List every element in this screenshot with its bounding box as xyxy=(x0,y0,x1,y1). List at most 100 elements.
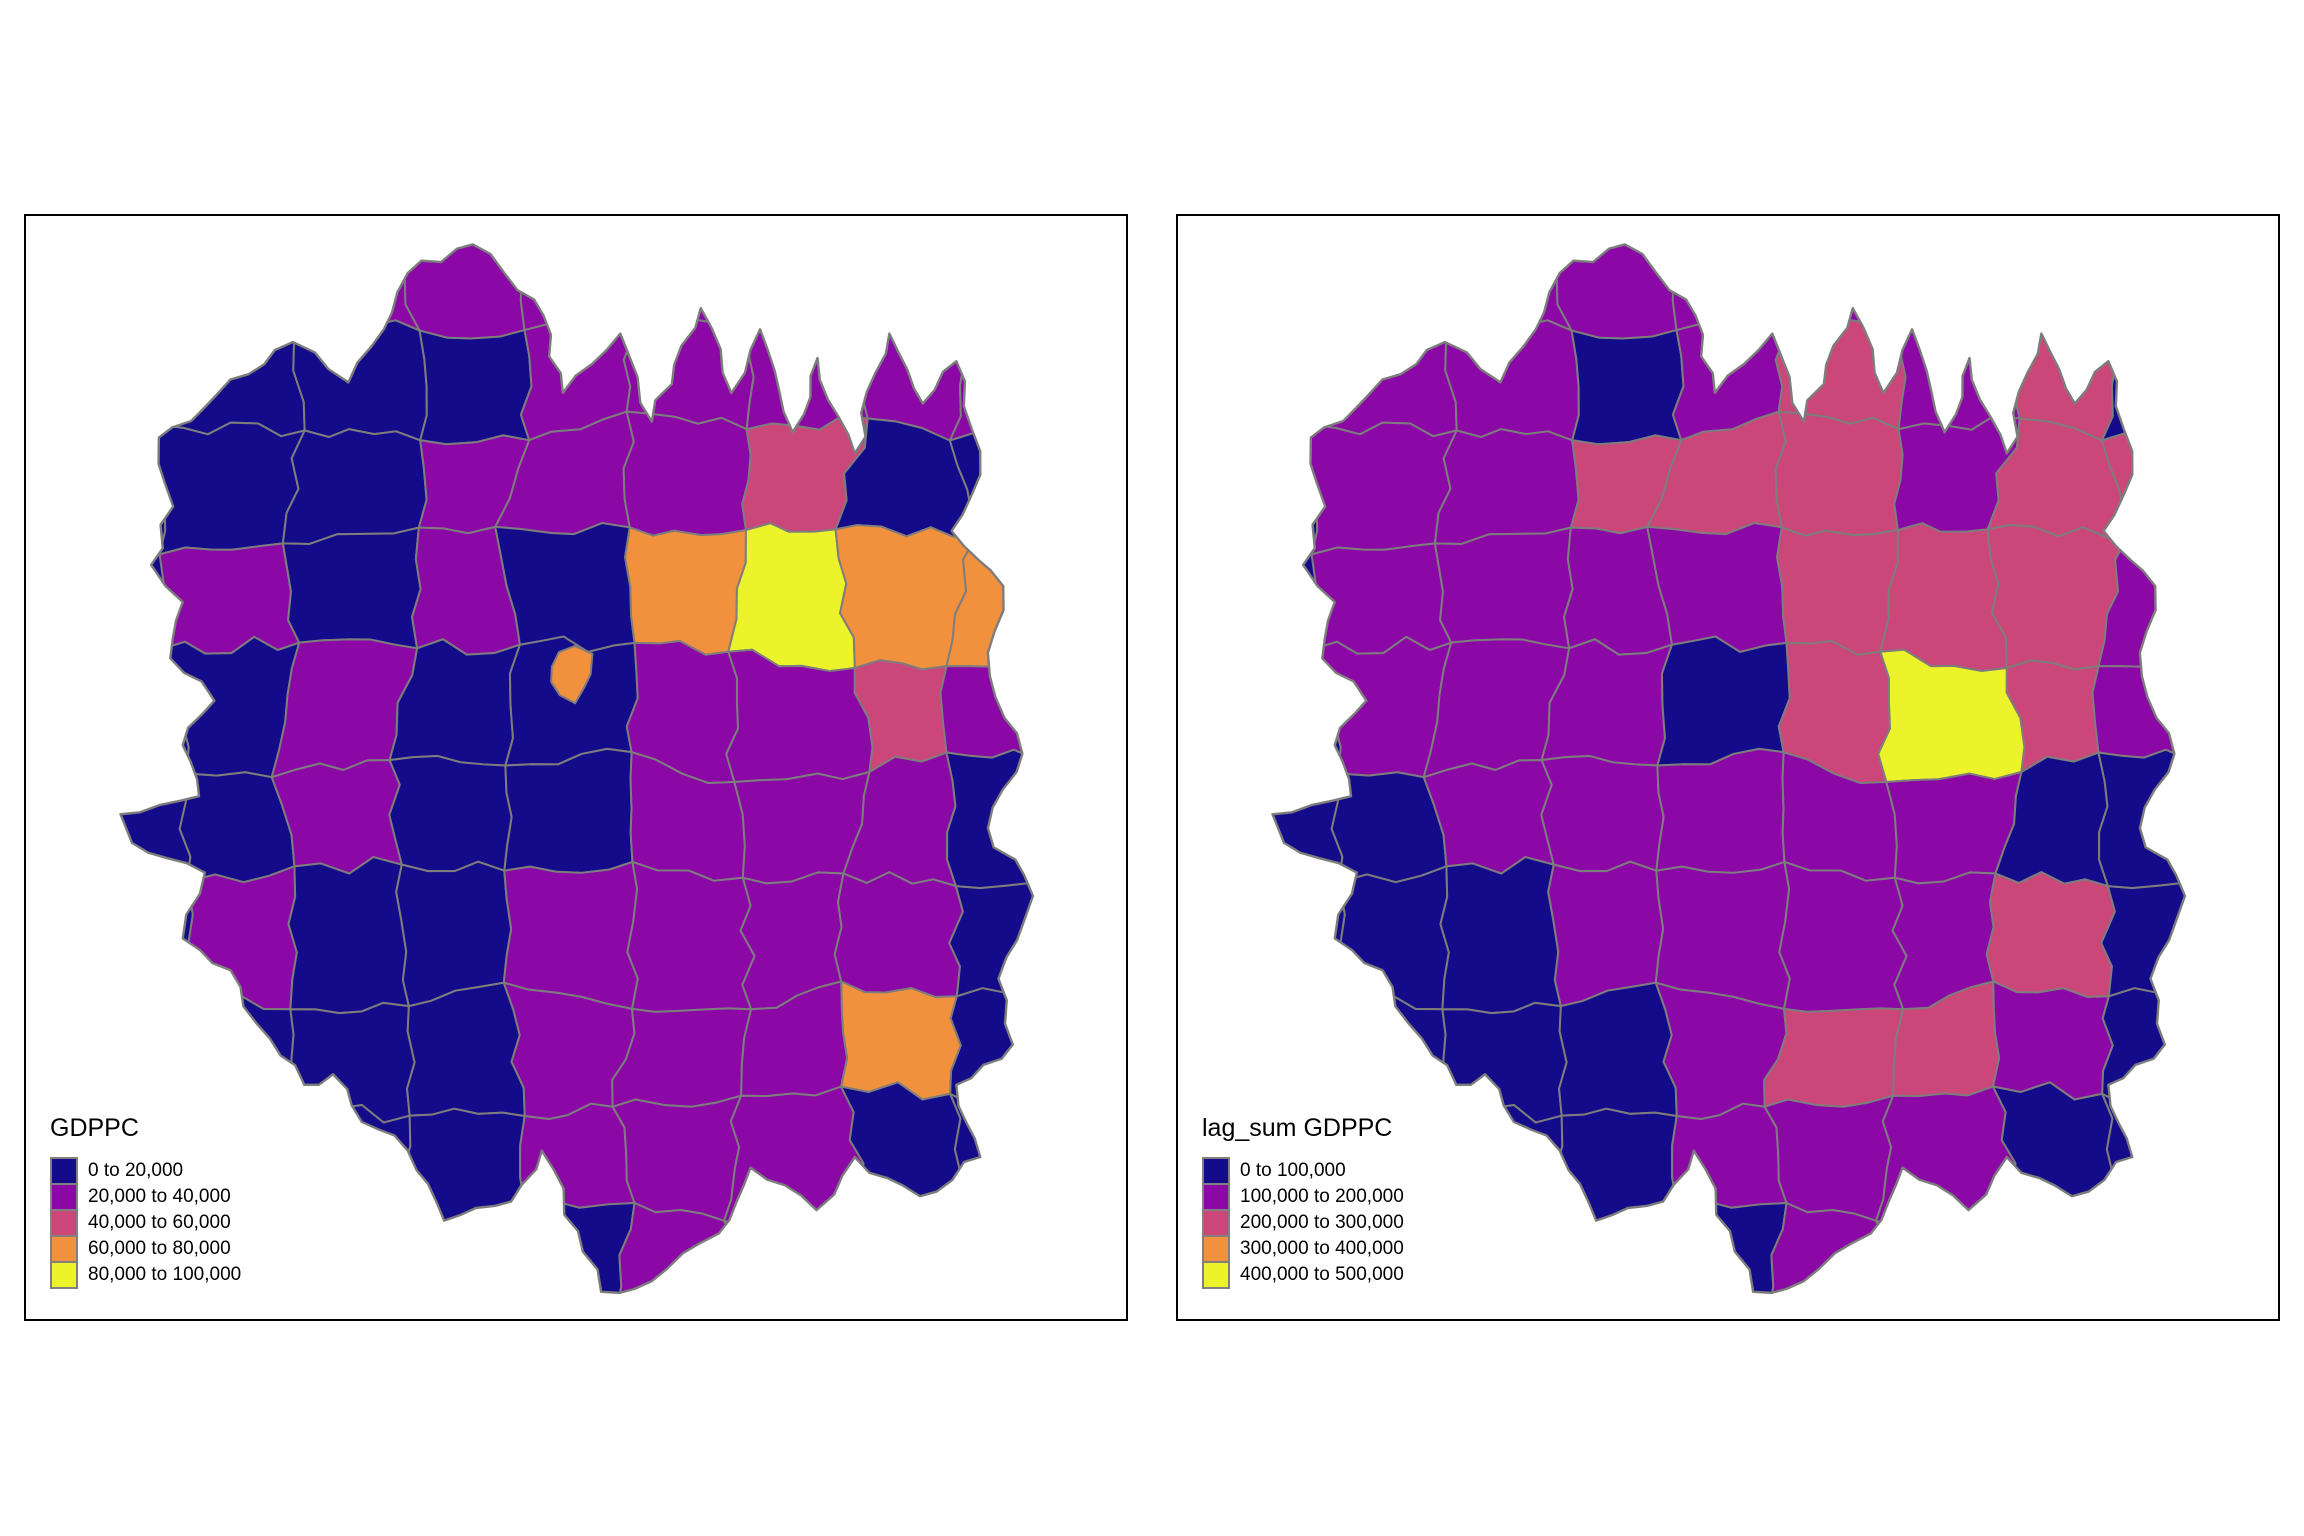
county-region xyxy=(1654,860,1791,1010)
county-region xyxy=(2019,1219,2128,1293)
legend-swatch-class2 xyxy=(50,1208,78,1237)
county-region xyxy=(624,526,747,656)
county-region xyxy=(948,880,1033,1000)
county-region xyxy=(840,980,962,1101)
county-region xyxy=(949,1092,1033,1234)
legend-swatch-class3 xyxy=(50,1234,78,1263)
county-region xyxy=(120,974,194,1112)
legend-swatch-class0 xyxy=(1202,1156,1230,1185)
county-region xyxy=(1776,244,1907,326)
county-region xyxy=(387,1207,527,1293)
county-region xyxy=(1440,244,1573,332)
county-region xyxy=(1306,421,1458,556)
county-region xyxy=(1879,522,2008,673)
county-region xyxy=(2101,1092,2185,1234)
county-region xyxy=(1272,244,1333,318)
province-outline xyxy=(1271,243,2187,1295)
legend-label: 400,000 to 500,000 xyxy=(1240,1264,1404,1286)
county-region xyxy=(281,428,428,546)
county-region xyxy=(503,747,634,874)
legend-label: 60,000 to 80,000 xyxy=(88,1238,231,1260)
county-region xyxy=(1776,526,1899,656)
county-region xyxy=(1337,865,1450,1011)
county-region xyxy=(2100,305,2185,442)
county-region xyxy=(288,244,421,332)
county-region xyxy=(1774,410,1904,537)
county-region xyxy=(120,244,181,318)
county-region xyxy=(287,856,410,1015)
county-region xyxy=(1988,244,2124,335)
county-region xyxy=(626,860,756,1013)
county-region xyxy=(1272,875,1346,989)
legend-item: 400,000 to 500,000 xyxy=(1202,1260,1404,1289)
legend-item: 60,000 to 80,000 xyxy=(50,1234,241,1263)
county-region xyxy=(1272,417,1319,556)
county-region xyxy=(1763,1007,1905,1108)
legend-label: 100,000 to 200,000 xyxy=(1240,1186,1404,1208)
legend-gdppc: GDPPC 0 to 20,000 20,000 to 40,000 40,00… xyxy=(50,1114,241,1289)
legend-swatch-class4 xyxy=(1202,1260,1230,1289)
county-region xyxy=(120,417,167,556)
legend-label: 20,000 to 40,000 xyxy=(88,1186,231,1208)
county-region xyxy=(1440,1103,1564,1233)
county-region xyxy=(1985,871,2116,998)
county-region xyxy=(185,865,298,1011)
county-region xyxy=(948,305,1033,442)
county-region xyxy=(948,417,1033,539)
county-region xyxy=(1897,314,2021,431)
map-panel-lag-sum-gdppc: lag_sum GDPPC 0 to 100,000 100,000 to 20… xyxy=(1176,214,2280,1321)
county-region xyxy=(1992,980,2114,1101)
county-region xyxy=(1447,1207,1553,1293)
county-region xyxy=(388,755,513,873)
county-region xyxy=(833,871,964,998)
county-region xyxy=(120,305,168,433)
county-region xyxy=(1881,244,2009,329)
county-region xyxy=(1440,310,1580,442)
county-region xyxy=(836,244,972,335)
legend-item: 40,000 to 60,000 xyxy=(50,1208,241,1237)
legend-items: 0 to 100,000 100,000 to 200,000 200,000 … xyxy=(1202,1156,1404,1289)
county-region xyxy=(406,981,526,1117)
county-region xyxy=(939,648,1033,762)
county-region xyxy=(622,312,755,431)
legend-items: 0 to 20,000 20,000 to 40,000 40,000 to 6… xyxy=(50,1156,241,1289)
legend-swatch-class1 xyxy=(50,1182,78,1211)
legend-swatch-class4 xyxy=(50,1260,78,1289)
county-region xyxy=(611,1007,753,1108)
legend-title: GDPPC xyxy=(50,1114,139,1142)
county-region xyxy=(622,410,752,537)
county-region xyxy=(156,305,306,438)
legend-title: lag_sum GDPPC xyxy=(1202,1114,1393,1142)
map-panel-gdppc: GDPPC 0 to 20,000 20,000 to 40,000 40,00… xyxy=(24,214,1128,1321)
county-region xyxy=(2100,417,2185,539)
county-region xyxy=(1272,639,1342,784)
legend-label: 0 to 20,000 xyxy=(88,1160,184,1182)
legend-item: 100,000 to 200,000 xyxy=(1202,1182,1404,1211)
legend-item: 200,000 to 300,000 xyxy=(1202,1208,1404,1237)
county-region xyxy=(1272,305,1320,433)
legend-swatch-class3 xyxy=(1202,1234,1230,1263)
legend-item: 0 to 100,000 xyxy=(1202,1156,1404,1185)
county-region xyxy=(1671,1102,1788,1209)
county-region xyxy=(120,875,194,989)
county-region xyxy=(1875,1216,2026,1293)
legend-item: 300,000 to 400,000 xyxy=(1202,1234,1404,1263)
county-region xyxy=(1655,747,1786,874)
county-region xyxy=(154,421,306,556)
legend-swatch-class2 xyxy=(1202,1208,1230,1237)
county-region xyxy=(1272,537,1318,651)
small-county-region xyxy=(550,644,594,705)
legend-label: 200,000 to 300,000 xyxy=(1240,1212,1404,1234)
county-region xyxy=(1774,312,1907,431)
county-region xyxy=(2117,1196,2185,1293)
county-region xyxy=(288,1103,412,1233)
county-region xyxy=(1656,635,1791,767)
legend-lag-sum-gdppc: lag_sum GDPPC 0 to 100,000 100,000 to 20… xyxy=(1202,1114,1404,1289)
county-region xyxy=(1778,860,1908,1013)
legend-swatch-class1 xyxy=(1202,1182,1230,1211)
county-region xyxy=(867,1219,976,1293)
county-region xyxy=(513,244,639,332)
county-region xyxy=(1272,771,1344,885)
county-region xyxy=(954,244,1033,334)
